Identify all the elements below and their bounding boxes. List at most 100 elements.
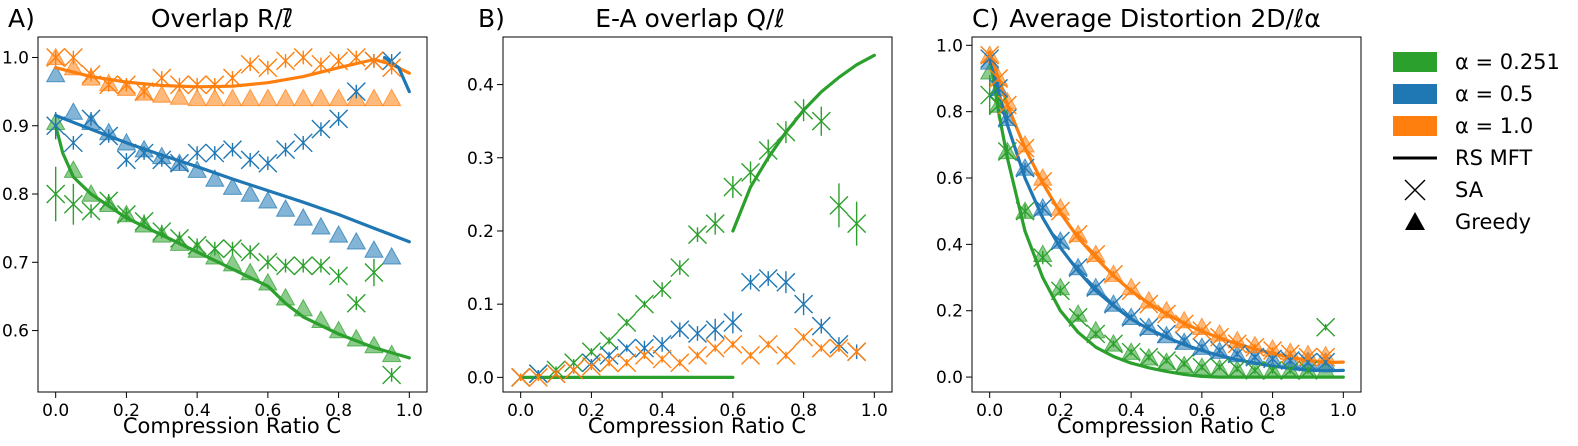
sa-marker: [794, 99, 814, 122]
sa-cross-stroke: [240, 54, 260, 74]
sa-marker: [63, 133, 83, 153]
legend-item: α = 0.251: [1393, 50, 1560, 74]
sa-marker: [240, 54, 260, 74]
sa-marker: [564, 353, 584, 373]
sa-marker: [989, 68, 1009, 88]
legend-label: α = 0.5: [1455, 82, 1533, 106]
sa-cross-stroke: [63, 133, 83, 153]
sa-cross-stroke: [997, 141, 1017, 161]
sa-cross-stroke: [1316, 347, 1336, 367]
sa-marker: [205, 75, 225, 95]
legend-item: α = 0.5: [1393, 82, 1533, 106]
sa-marker: [617, 312, 637, 332]
sa-cross-stroke: [776, 272, 796, 292]
sa-marker: [705, 318, 725, 341]
panel-a-plot: 0.0 0.2 0.4 0.6 0.8 1.0 0.6 0.7 0.8 0.9 1.0: [2, 47, 423, 421]
sa-marker: [364, 258, 384, 287]
x-tick-label: 1.0: [396, 401, 423, 421]
sa-cross-stroke: [293, 256, 313, 276]
sa-cross-stroke: [63, 194, 83, 214]
sa-marker: [652, 349, 672, 369]
sa-cross-stroke: [1157, 324, 1176, 344]
sa-marker: [617, 353, 637, 373]
sa-marker: [688, 225, 707, 245]
sa-cross-stroke: [1068, 307, 1088, 327]
sa-marker: [581, 356, 601, 376]
panel-a-xlabel: Compression Ratio C: [123, 414, 341, 438]
sa-cross-stroke: [1263, 349, 1283, 369]
sa-cross-stroke: [223, 68, 242, 88]
y-tick-label: 0.4: [936, 235, 963, 255]
sa-cross-stroke: [617, 353, 637, 373]
sa-cross-stroke: [311, 119, 331, 139]
sa-cross-stroke: [169, 75, 189, 95]
plot-area: [979, 45, 1345, 380]
sa-marker: [1298, 360, 1318, 380]
sa-cross-stroke: [741, 345, 761, 365]
series-line: [731, 53, 876, 233]
sa-cross-stroke: [829, 195, 849, 215]
sa-cross-stroke: [116, 205, 136, 224]
sa-cross-stroke: [811, 316, 831, 336]
sa-cross-stroke: [46, 116, 66, 136]
sa-cross-stroke: [293, 47, 313, 67]
sa-marker: [169, 153, 189, 173]
greedy-marker: [169, 87, 190, 105]
panel-b-letter: B): [478, 4, 505, 33]
sa-cross-stroke: [1174, 314, 1194, 334]
sa-cross-stroke: [293, 133, 313, 153]
sa-cross-stroke: [329, 109, 349, 129]
x-tick-label: 0.4: [184, 401, 211, 421]
sa-cross-stroke: [617, 338, 637, 358]
x-tick-label: 0.6: [719, 401, 746, 421]
sa-marker: [1015, 138, 1035, 158]
sa-cross-stroke: [1298, 352, 1318, 372]
sa-marker: [1068, 224, 1088, 244]
sa-marker: [794, 327, 814, 347]
sa-cross-stroke: [152, 68, 172, 88]
sa-marker: [1050, 201, 1070, 221]
sa-cross-stroke: [688, 225, 707, 245]
y-tick-label: 1.0: [2, 48, 29, 68]
sa-marker: [1192, 321, 1212, 341]
sa-cross-stroke: [794, 294, 814, 314]
sa-cross-stroke: [382, 58, 402, 78]
sa-marker: [293, 256, 313, 276]
sa-cross-stroke: [581, 356, 601, 376]
sa-cross-stroke: [258, 153, 278, 173]
sa-marker: [1086, 244, 1106, 264]
greedy-marker: [240, 183, 261, 202]
sa-marker: [1157, 350, 1176, 370]
sa-cross-stroke: [134, 143, 154, 163]
sa-marker: [276, 256, 296, 276]
legend-item: α = 1.0: [1393, 114, 1533, 138]
sa-cross-stroke: [1298, 347, 1318, 367]
sa-cross-stroke: [1298, 360, 1318, 380]
y-tick-label: 1.0: [936, 36, 963, 56]
sa-marker: [980, 75, 1000, 115]
greedy-marker: [328, 88, 349, 107]
sa-marker: [382, 58, 402, 78]
panel-c-plot: 0.0 0.2 0.4 0.6 0.8 1.0 0.0 0.2 0.4 0.6 0.8 1.0: [936, 36, 1357, 421]
sa-marker: [1103, 334, 1123, 354]
legend-label: SA: [1455, 178, 1484, 202]
sa-cross-stroke: [46, 47, 66, 67]
sa-marker: [1210, 357, 1230, 377]
x-tick-label: 1.0: [1330, 401, 1357, 421]
sa-cross-stroke: [346, 82, 366, 102]
sa-marker: [276, 140, 296, 160]
sa-cross-stroke: [980, 85, 1000, 105]
sa-marker: [346, 82, 366, 102]
sa-cross-stroke: [989, 95, 1009, 115]
sa-cross-stroke: [1033, 248, 1053, 268]
sa-cross-stroke: [511, 367, 531, 387]
sa-cross-stroke: [1263, 341, 1283, 361]
sa-cross-stroke: [311, 256, 331, 276]
sa-marker: [847, 342, 867, 362]
sa-cross-stroke: [1245, 360, 1265, 380]
sa-marker: [81, 109, 101, 129]
greedy-marker: [258, 272, 278, 291]
x-tick-label: 0.2: [578, 401, 605, 421]
sa-marker: [847, 201, 867, 246]
sa-marker: [276, 51, 296, 71]
